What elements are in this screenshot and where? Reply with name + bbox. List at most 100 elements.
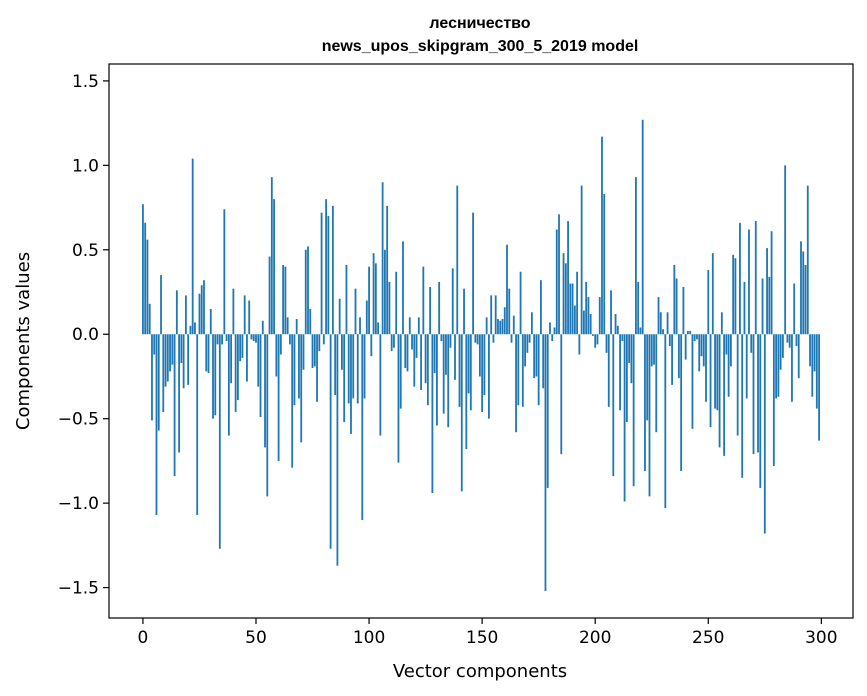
- bar: [625, 334, 628, 423]
- bar: [770, 231, 773, 335]
- bar: [666, 312, 669, 335]
- bar: [786, 334, 789, 343]
- bar: [420, 334, 422, 390]
- bar: [393, 334, 395, 348]
- bar: [580, 185, 583, 335]
- bar: [815, 334, 818, 409]
- bar: [372, 253, 375, 335]
- bar: [309, 308, 312, 335]
- bar: [445, 334, 447, 375]
- bar: [320, 212, 323, 335]
- bar: [779, 334, 782, 370]
- y-tick-label: −1.5: [58, 579, 99, 599]
- bar: [463, 288, 465, 335]
- bar: [630, 334, 633, 384]
- y-tick-label: 1.5: [72, 72, 99, 92]
- bar: [558, 214, 560, 335]
- y-tick-label: 1.0: [72, 156, 99, 176]
- bar: [381, 182, 384, 335]
- bar: [338, 298, 341, 335]
- bar: [662, 329, 664, 335]
- bar: [727, 334, 730, 397]
- bar: [804, 264, 807, 335]
- bar: [264, 334, 266, 448]
- bar: [607, 334, 610, 407]
- bar: [200, 285, 203, 335]
- bar: [144, 222, 147, 335]
- bar: [447, 334, 450, 428]
- bar: [732, 254, 735, 335]
- bar: [619, 334, 621, 411]
- bar: [628, 334, 631, 363]
- bar: [431, 334, 434, 494]
- bar: [354, 288, 357, 335]
- bar: [232, 288, 235, 335]
- bar: [302, 334, 305, 370]
- bar: [252, 334, 255, 341]
- bar: [304, 249, 307, 335]
- bar: [234, 334, 237, 412]
- y-axis: −1.5 −1.0 −0.5 0.0 0.5 1.0 1.5: [58, 72, 109, 599]
- bar: [657, 297, 660, 335]
- bar: [189, 325, 192, 335]
- bar: [508, 288, 511, 335]
- bar: [440, 334, 443, 341]
- bar: [707, 270, 710, 335]
- bar: [562, 253, 565, 335]
- bar: [535, 334, 538, 377]
- bar: [659, 312, 662, 335]
- bar: [257, 334, 260, 387]
- bar: [153, 334, 156, 355]
- bar: [680, 334, 683, 472]
- bar: [777, 334, 780, 397]
- bar: [585, 281, 588, 335]
- bar: [175, 290, 178, 335]
- bar: [582, 310, 585, 335]
- bar: [524, 334, 526, 367]
- bar: [603, 194, 606, 335]
- bar: [436, 334, 438, 426]
- bar: [166, 334, 169, 382]
- bar: [298, 334, 300, 399]
- bar: [664, 334, 667, 509]
- bar: [691, 334, 694, 429]
- bar: [757, 334, 759, 453]
- bar: [689, 330, 692, 335]
- y-tick-label: −0.5: [58, 410, 99, 430]
- chart-subtitle: news_upos_skipgram_300_5_2019 model: [322, 38, 639, 55]
- bar: [693, 334, 696, 341]
- bar: [187, 334, 190, 385]
- bar: [521, 334, 524, 407]
- bar: [184, 295, 187, 335]
- bar: [343, 334, 346, 423]
- bar: [293, 334, 296, 406]
- bar: [243, 295, 246, 335]
- bar: [361, 334, 364, 521]
- bar: [227, 334, 230, 436]
- bar: [356, 334, 359, 404]
- bar: [399, 334, 402, 409]
- bar: [488, 334, 490, 419]
- bar: [142, 204, 144, 335]
- bar: [352, 334, 355, 399]
- bar: [802, 251, 805, 335]
- bar: [485, 317, 488, 335]
- bar: [268, 256, 271, 335]
- bar: [261, 320, 264, 335]
- bar: [809, 334, 811, 367]
- bar: [289, 334, 291, 345]
- bar: [530, 312, 533, 335]
- bar: [390, 334, 393, 352]
- bar: [311, 334, 314, 369]
- bar: [386, 205, 389, 335]
- bar: [383, 249, 386, 335]
- bar: [616, 325, 619, 335]
- bar: [569, 283, 572, 335]
- bar: [411, 334, 413, 350]
- bar: [291, 334, 294, 468]
- bar: [388, 281, 391, 335]
- bar: [714, 334, 716, 409]
- bar: [555, 229, 558, 335]
- bar: [644, 334, 646, 472]
